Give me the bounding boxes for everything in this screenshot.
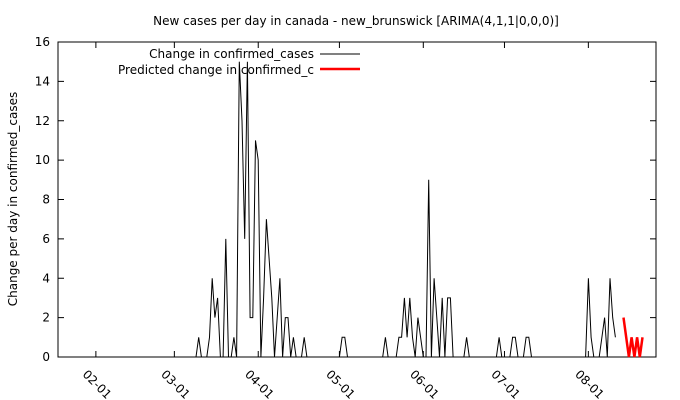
legend-label-predicted: Predicted change in confirmed_c — [118, 63, 314, 77]
y-tick-label: 14 — [35, 74, 50, 88]
x-tick-label: 04-01 — [242, 367, 277, 400]
y-axis-label: Change per day in confirmed_cases — [6, 92, 20, 307]
y-axis: 0 2 4 6 8 10 12 14 16 — [35, 35, 656, 364]
x-tick-label: 02-01 — [80, 367, 115, 400]
legend-label-actual: Change in confirmed_cases — [149, 47, 314, 61]
series-line-predicted — [622, 317, 644, 358]
x-tick-label: 08-01 — [572, 367, 607, 400]
y-tick-label: 12 — [35, 114, 50, 128]
y-tick-label: 8 — [42, 193, 50, 207]
x-tick-label: 05-01 — [323, 367, 358, 400]
x-tick-label: 03-01 — [158, 367, 193, 400]
y-tick-label: 16 — [35, 35, 50, 49]
legend: Change in confirmed_cases Predicted chan… — [118, 47, 360, 77]
y-tick-label: 2 — [42, 311, 50, 325]
y-tick-label: 4 — [42, 271, 50, 285]
series-layer — [76, 61, 644, 358]
chart-title: New cases per day in canada - new_brunsw… — [153, 14, 559, 28]
x-axis: 02-01 03-01 04-01 05-01 06-01 07-01 08-01 — [80, 42, 607, 400]
series-line-actual — [76, 61, 616, 358]
plot-frame — [57, 41, 657, 358]
x-tick-label: 07-01 — [488, 367, 523, 400]
y-tick-label: 6 — [42, 232, 50, 246]
x-tick-label: 06-01 — [407, 367, 442, 400]
y-tick-label: 0 — [42, 350, 50, 364]
y-tick-label: 10 — [35, 153, 50, 167]
